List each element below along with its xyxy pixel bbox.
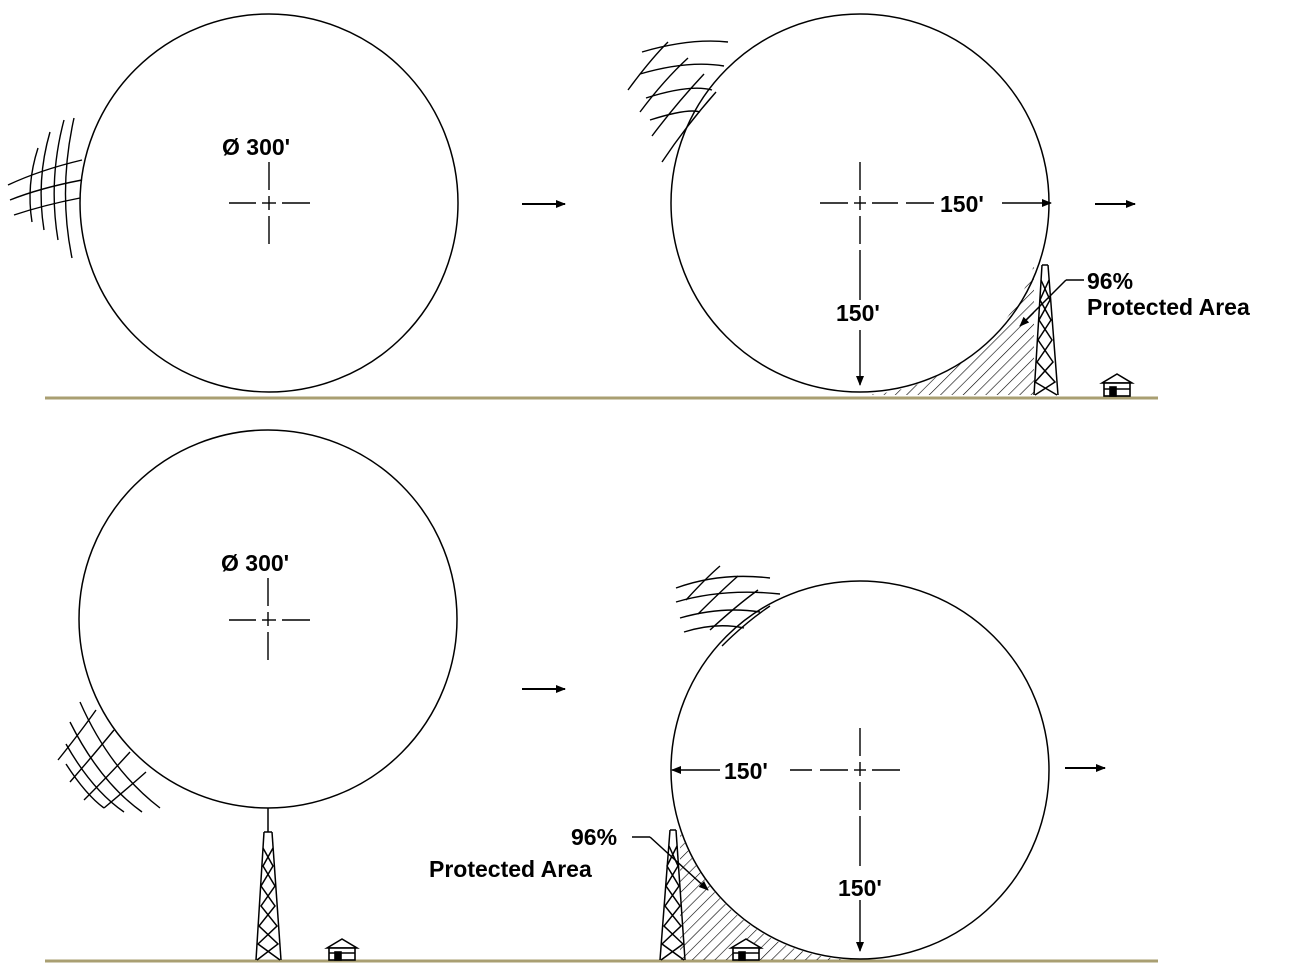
center-mark xyxy=(229,578,310,660)
rolling-sphere xyxy=(79,13,459,393)
callout-leader xyxy=(1019,279,1067,327)
motion-lines-icon xyxy=(57,701,161,813)
center-mark xyxy=(820,162,934,386)
horizontal-label: 150' xyxy=(724,758,768,784)
bottom-row: Ø 300' xyxy=(45,429,1158,963)
protected-text: Protected Area xyxy=(429,856,592,882)
protected-text: Protected Area xyxy=(1087,294,1250,320)
center-mark xyxy=(229,162,310,244)
motion-lines-icon xyxy=(7,117,83,259)
callout-leader xyxy=(649,836,709,891)
vertical-label: 150' xyxy=(838,875,882,901)
protected-percent: 96% xyxy=(571,824,617,850)
motion-lines-icon xyxy=(675,565,781,647)
vertical-label: 150' xyxy=(836,300,880,326)
protected-percent: 96% xyxy=(1087,268,1133,294)
bottom-panel-1: Ø 300' xyxy=(57,429,458,961)
top-panel-2: 150' 150' 96% Protected Area xyxy=(627,13,1250,397)
motion-lines-icon xyxy=(627,40,729,163)
horizontal-label: 150' xyxy=(940,191,984,217)
lattice-tower-icon xyxy=(659,829,686,961)
house-icon xyxy=(728,938,764,961)
diameter-label: Ø 300' xyxy=(222,134,290,160)
house-icon xyxy=(1099,373,1135,397)
lattice-tower-icon xyxy=(255,808,282,961)
protected-area-hatch xyxy=(680,830,855,960)
diameter-label: Ø 300' xyxy=(221,550,289,576)
top-row: Ø 300' xyxy=(7,13,1250,400)
house-icon xyxy=(324,938,360,961)
lattice-tower-icon xyxy=(1033,264,1059,396)
center-mark xyxy=(790,728,900,952)
top-panel-1: Ø 300' xyxy=(7,13,459,393)
protected-area-hatch xyxy=(864,265,1034,395)
bottom-panel-2: 150' 150' 96% Protected Area xyxy=(429,565,1050,961)
